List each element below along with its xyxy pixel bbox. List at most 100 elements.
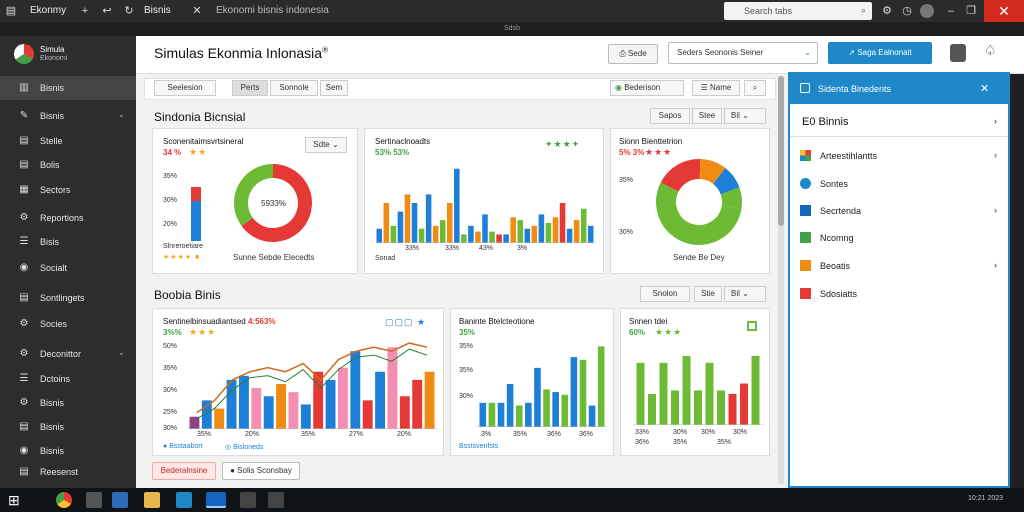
search-input[interactable]: Search tabs ⌕ — [724, 2, 872, 20]
sidebar: Simula Ekonomi ▥ Bisnis ✎ Bisnis ⌄ ▤ Stelle ▤ Bo… — [0, 36, 136, 488]
secondary-button[interactable]: Bederalnsine — [152, 462, 216, 480]
solis-button[interactable]: ● Solis Sconsbay — [222, 462, 300, 480]
bar — [705, 362, 714, 425]
active-app-icon[interactable] — [206, 492, 226, 508]
sidebar-item-label: Sontlingets — [40, 293, 85, 303]
avatar[interactable] — [920, 4, 934, 18]
section1-pill-1[interactable]: Sapos — [650, 108, 690, 124]
status-filter[interactable]: ◉ Bederison — [610, 80, 684, 96]
search-icon[interactable]: ⌕ — [860, 5, 866, 15]
refresh-icon[interactable]: ↻ — [124, 5, 134, 17]
chevron-right-icon[interactable]: › — [994, 150, 997, 160]
clock-icon[interactable]: ◷ — [902, 5, 912, 17]
title-bar: ▤ Ekonmy + ↩ ↻ Bisnis ✕ Ekonomi bisnis i… — [0, 0, 1024, 22]
browser-icon[interactable] — [56, 492, 72, 508]
restore-icon[interactable]: ❐ — [966, 5, 976, 17]
sidebar-item[interactable]: ▤ Reesenst — [0, 460, 136, 484]
section1-pill-3[interactable]: Bil ⌄ — [724, 108, 766, 124]
sidebar-item[interactable]: ☰ Bisis — [0, 230, 136, 254]
toolbar-pill-2[interactable]: Perts — [232, 80, 268, 96]
window-strip: Sdsb — [0, 22, 1024, 36]
app-icon-1[interactable] — [86, 492, 102, 508]
toolbar-pill-3[interactable]: Sonnole — [270, 80, 318, 96]
section2-pill-1[interactable]: Snolon — [640, 286, 690, 302]
pie-slice — [660, 159, 701, 193]
sidebar-item-label: Bisnis — [40, 111, 65, 121]
chevron-down-icon[interactable]: ⌄ — [118, 348, 125, 357]
pie-slice — [241, 164, 312, 242]
arrow-icon: ➚ — [848, 48, 858, 57]
view-dropdown[interactable]: Seders Seononis Seiner ⌄ — [668, 42, 818, 64]
wrench-icon: ✎ — [19, 110, 29, 121]
minimize-icon[interactable]: – — [947, 5, 955, 17]
address-bar[interactable]: Ekonomi bisnis indonesia — [216, 5, 329, 16]
card3-subtitle: 5% 3% — [619, 148, 645, 157]
app-icon-4[interactable] — [240, 492, 256, 508]
app-icon-3[interactable] — [176, 492, 192, 508]
sidebar-item[interactable]: ◉ Bisnis — [0, 439, 136, 463]
sidebar-item[interactable]: ▤ Bolis — [0, 153, 136, 177]
back-icon[interactable]: ↩ — [102, 5, 112, 17]
panel-item[interactable]: Sontes — [800, 178, 1000, 192]
chevron-down-icon[interactable]: ⌄ — [118, 110, 125, 119]
bar — [376, 228, 383, 243]
sidebar-item[interactable]: ⚙ Socies — [0, 312, 136, 336]
chevron-right-icon[interactable]: › — [994, 205, 997, 215]
share-button[interactable]: ⎙ Sede — [608, 44, 658, 64]
panel-header: Sidenta Binedents ✕ — [790, 74, 1008, 104]
panel-item[interactable]: Arteestihlantts — [800, 150, 1000, 164]
primary-action-button[interactable]: ➚ Saga Ealnonait — [828, 42, 932, 64]
notification-icon[interactable]: ♤ — [984, 42, 997, 58]
sidebar-item[interactable]: ▤ Stelle — [0, 129, 136, 153]
panel-item[interactable]: Ncomng — [800, 232, 1000, 246]
tab-label[interactable]: Bisnis — [144, 5, 171, 16]
sidebar-item[interactable]: ☰ Dctoins — [0, 367, 136, 391]
card4-tools-icon[interactable]: ▢▢▢ ★ — [385, 317, 427, 327]
status-label: Bederison — [624, 83, 661, 92]
sidebar-item[interactable]: ⚙ Bisnis — [0, 391, 136, 415]
app-icon-5[interactable] — [268, 492, 284, 508]
search-small-icon[interactable]: ⌕ — [744, 80, 766, 96]
panel-close-icon[interactable]: ✕ — [980, 83, 990, 95]
panel-item[interactable]: Sdosiatts — [800, 288, 1000, 302]
start-icon[interactable]: ⊞ — [8, 492, 20, 508]
chevron-right-icon[interactable]: › — [994, 260, 997, 270]
toolbar-pill-4[interactable]: Sem — [320, 80, 348, 96]
toolbar-pill-1[interactable]: Seelesion — [154, 80, 216, 96]
panel-heading-chevron-icon[interactable]: › — [994, 116, 997, 126]
card1-title: Sconenitaimsvrtsineral — [163, 137, 244, 146]
sidebar-item[interactable]: ⚙ Reportions — [0, 206, 136, 230]
settings-icon[interactable]: ⚙ — [882, 5, 892, 17]
sidebar-item[interactable]: ✎ Bisnis ⌄ — [0, 104, 136, 128]
panel-item[interactable]: Secrtenda — [800, 205, 1000, 219]
logo-subtext: Ekonomi — [40, 55, 68, 62]
bar — [525, 402, 532, 427]
sidebar-item[interactable]: ▤ Sontlingets — [0, 286, 136, 310]
add-tab-icon[interactable]: + — [81, 5, 89, 17]
user-avatar[interactable] — [950, 44, 966, 62]
panel-item[interactable]: Beoatis — [800, 260, 1000, 274]
sidebar-item[interactable]: ▤ Bisnis — [0, 415, 136, 439]
app-icon-2[interactable] — [112, 492, 128, 508]
scrollbar-thumb[interactable] — [778, 76, 784, 226]
panel-item-label: Secrtenda — [820, 206, 862, 216]
section2-pill-2[interactable]: Stie — [694, 286, 722, 302]
folder-icon[interactable] — [144, 492, 160, 508]
window-close-button[interactable]: ✕ — [984, 0, 1024, 22]
card6-xlabel2-1: 36% — [635, 439, 650, 446]
square-icon — [800, 205, 811, 216]
name-sort[interactable]: ☰ Name — [692, 80, 740, 96]
card1-menu[interactable]: Sdte ⌄ — [305, 137, 347, 153]
sidebar-item[interactable]: ⚙ Deconittor ⌄ — [0, 342, 136, 366]
sidebar-item[interactable]: ◉ Socialt — [0, 256, 136, 280]
sidebar-item[interactable]: ▥ Bisnis — [0, 76, 136, 100]
sidebar-item[interactable]: ▦ Sectors — [0, 178, 136, 202]
sidebar-item-label: Sectors — [40, 185, 71, 195]
card3-stars-icon: ★★★ — [645, 147, 673, 157]
tab-close-icon[interactable]: ✕ — [192, 5, 202, 17]
sidebar-item-label: Reesenst — [40, 467, 79, 477]
section2-pill-3[interactable]: Bil ⌄ — [724, 286, 766, 302]
search-placeholder: Search tabs — [744, 6, 793, 16]
section1-pill-2[interactable]: Stee — [692, 108, 722, 124]
main-scrollbar[interactable] — [778, 76, 784, 484]
